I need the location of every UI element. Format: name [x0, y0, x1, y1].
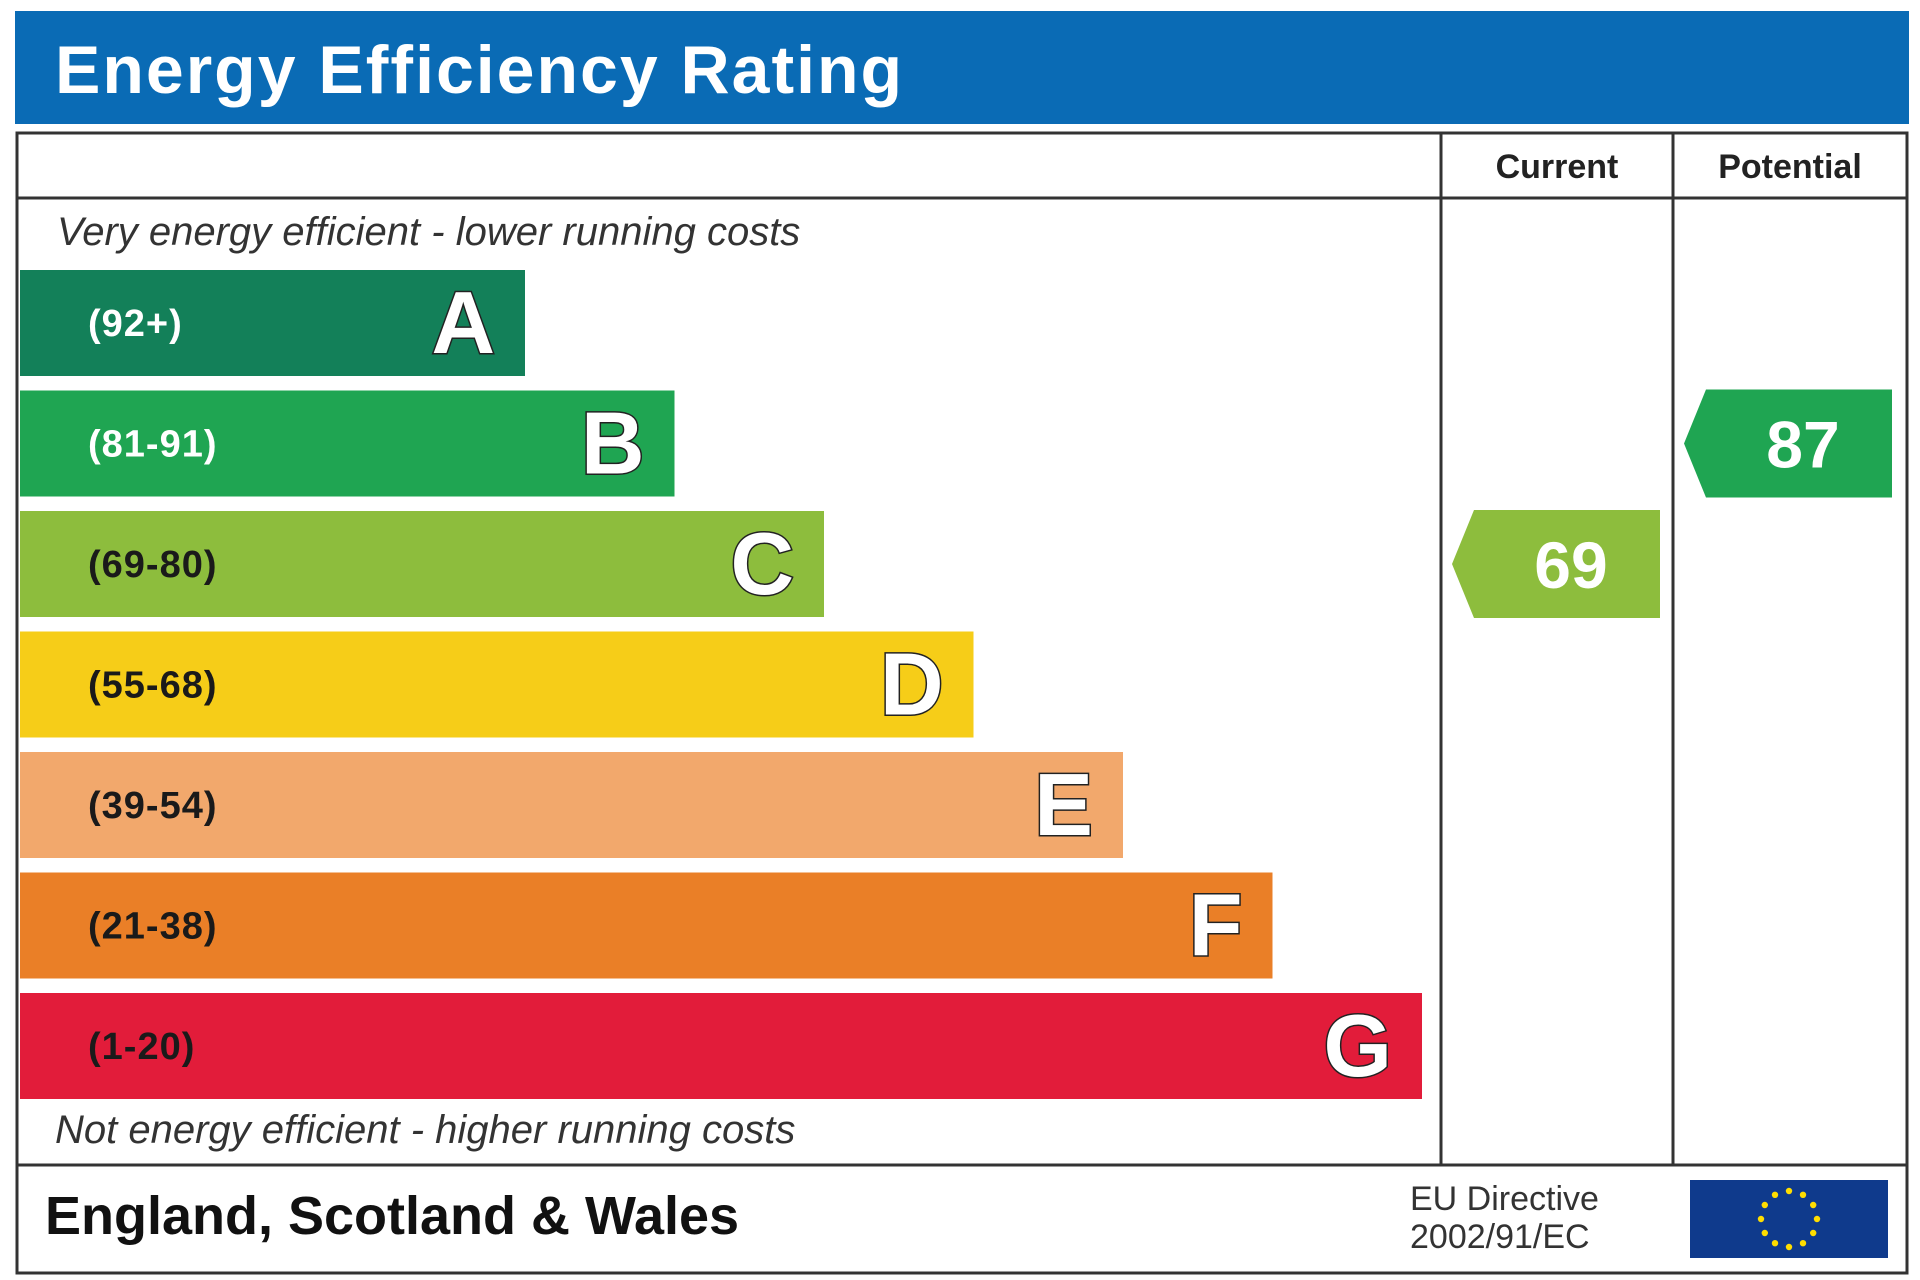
band-range-e: (39-54) — [88, 785, 218, 827]
band-letter-e: E — [1034, 755, 1093, 854]
eu-flag-star — [1771, 1240, 1779, 1247]
rating-bands: (92+) A (81-91) B (69-80) C (55-68) D (39-54) E (2… — [20, 270, 1422, 1099]
band-a — [20, 270, 525, 376]
band-c — [20, 511, 824, 617]
band-d — [20, 631, 974, 738]
column-header-current: Current — [1496, 148, 1619, 186]
eu-flag-star — [1810, 1229, 1817, 1237]
eu-flag-star — [1761, 1201, 1769, 1209]
current-rating-arrow — [1452, 510, 1660, 618]
eu-flag-icon — [1690, 1180, 1888, 1258]
band-range-d: (55-68) — [88, 665, 218, 707]
band-range-b: (81-91) — [88, 424, 218, 466]
eu-flag-star — [1799, 1240, 1807, 1247]
top-description: Very energy efficient - lower running co… — [57, 210, 800, 254]
region-label: England, Scotland & Wales — [45, 1186, 739, 1246]
band-letter-d: D — [880, 635, 944, 734]
band-range-c: (69-80) — [88, 544, 218, 586]
band-g — [20, 993, 1422, 1099]
band-letter-f: F — [1189, 876, 1243, 975]
current-rating-value: 69 — [1534, 528, 1607, 602]
eu-flag-star — [1785, 1187, 1793, 1195]
band-letter-a: A — [431, 273, 495, 372]
potential-rating-value: 87 — [1766, 408, 1839, 482]
band-range-a: (92+) — [88, 303, 183, 345]
band-b — [20, 390, 675, 497]
band-range-f: (21-38) — [88, 906, 218, 948]
column-header-potential: Potential — [1718, 148, 1862, 186]
directive-line-2: 2002/91/EC — [1410, 1218, 1590, 1256]
band-e — [20, 752, 1123, 858]
band-letter-c: C — [730, 514, 794, 613]
band-letter-g: G — [1324, 996, 1392, 1095]
eu-flag-star — [1761, 1229, 1769, 1237]
eu-flag-star — [1810, 1201, 1817, 1209]
band-range-g: (1-20) — [88, 1026, 195, 1068]
eu-flag-star — [1771, 1191, 1779, 1199]
eu-flag-star — [1757, 1215, 1765, 1223]
bottom-description: Not energy efficient - higher running co… — [55, 1108, 795, 1152]
eu-flag-star — [1799, 1191, 1807, 1199]
chart-title: Energy Efficiency Rating — [55, 32, 905, 108]
potential-rating-arrow — [1684, 389, 1892, 498]
chart-title-bar: Energy Efficiency Rating — [15, 11, 1909, 124]
band-f — [20, 872, 1273, 979]
eu-flag-star — [1785, 1243, 1793, 1251]
band-letter-b: B — [581, 394, 645, 493]
rating-indicators: 69 87 — [1452, 389, 1892, 618]
directive-line-1: EU Directive — [1410, 1180, 1599, 1218]
eu-flag-star — [1813, 1215, 1821, 1223]
